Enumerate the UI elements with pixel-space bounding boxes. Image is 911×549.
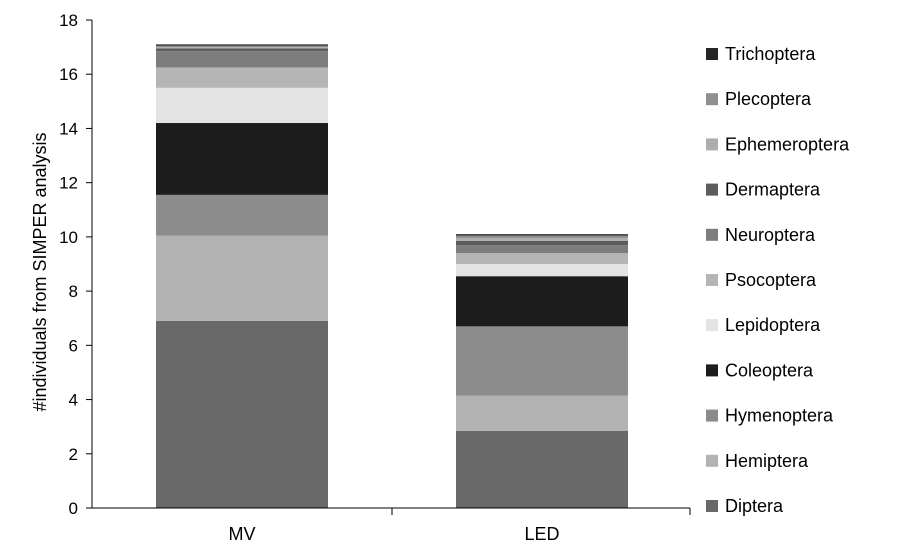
legend-label: Diptera xyxy=(725,496,784,516)
y-tick-label: 12 xyxy=(59,174,78,193)
y-ticks-layer: 0 2 4 6 8 10 12 14 16 18 xyxy=(59,11,92,518)
legend-item: Psocoptera xyxy=(706,270,817,290)
legend-label: Neuroptera xyxy=(725,225,816,245)
bar-segment-neuroptera-mv xyxy=(156,51,328,68)
legend-swatch xyxy=(706,319,718,332)
bar-segment-neuroptera-led xyxy=(456,245,628,254)
legend-label: Psocoptera xyxy=(725,270,817,290)
y-tick-label: 0 xyxy=(69,499,78,518)
y-tick-label: 18 xyxy=(59,11,78,30)
bar-segment-diptera-led xyxy=(456,430,628,508)
bar-segment-ephemeroptera-mv xyxy=(156,47,328,49)
legend-swatch xyxy=(706,454,718,467)
legend-label: Coleoptera xyxy=(725,360,814,380)
legend-label: Ephemeroptera xyxy=(725,134,850,154)
legend-item: Plecoptera xyxy=(706,89,812,109)
bar-segment-psocoptera-mv xyxy=(156,67,328,88)
bars-layer xyxy=(156,44,628,508)
legend-swatch xyxy=(706,93,718,106)
y-tick-label: 16 xyxy=(59,65,78,84)
legend-item: Neuroptera xyxy=(706,225,816,245)
legend-swatch xyxy=(706,364,718,377)
y-tick-label: 4 xyxy=(69,391,78,410)
legend-swatch xyxy=(706,183,718,196)
bar-segment-plecoptera-led xyxy=(456,235,628,239)
y-tick-label: 14 xyxy=(59,119,78,138)
bar-segment-hemiptera-led xyxy=(456,395,628,431)
x-category-label: LED xyxy=(524,524,559,544)
x-categories-layer: MV LED xyxy=(229,524,560,544)
legend-item: Coleoptera xyxy=(706,360,814,380)
x-category-label: MV xyxy=(229,524,256,544)
legend-swatch xyxy=(706,228,718,241)
y-tick-label: 6 xyxy=(69,336,78,355)
legend-item: Dermaptera xyxy=(706,180,821,200)
bar-segment-lepidoptera-mv xyxy=(156,87,328,124)
bar-segment-coleoptera-mv xyxy=(156,123,328,195)
legend-swatch xyxy=(706,48,718,60)
y-tick-label: 10 xyxy=(59,228,78,247)
legend-label: Hymenoptera xyxy=(725,406,834,426)
legend-swatch xyxy=(706,409,718,422)
legend-swatch xyxy=(706,500,718,512)
bar-segment-psocoptera-led xyxy=(456,253,628,264)
bar-segment-lepidoptera-led xyxy=(456,264,628,277)
bar-segment-hymenoptera-led xyxy=(456,326,628,396)
legend-label: Trichoptera xyxy=(725,44,816,64)
legend-item: Trichoptera xyxy=(706,44,816,64)
bar-segment-hemiptera-mv xyxy=(156,235,328,321)
legend-swatch xyxy=(706,138,718,151)
bar-segment-trichoptera-led xyxy=(456,234,628,236)
y-tick-label: 2 xyxy=(69,445,78,464)
legend-label: Dermaptera xyxy=(725,180,821,200)
legend-label: Hemiptera xyxy=(725,451,809,471)
legend-label: Lepidoptera xyxy=(725,315,821,335)
bar-segment-plecoptera-mv xyxy=(156,45,328,48)
legend-item: Ephemeroptera xyxy=(706,134,850,154)
legend-item: Hymenoptera xyxy=(706,406,834,426)
legend-item: Hemiptera xyxy=(706,451,809,471)
legend: Trichoptera Plecoptera Ephemeroptera Dermap… xyxy=(706,44,850,516)
legend-swatch xyxy=(706,274,718,286)
bar-segment-ephemeroptera-led xyxy=(456,238,628,241)
axes-layer xyxy=(91,20,691,515)
bar-segment-dermaptera-mv xyxy=(156,48,328,52)
bar-segment-coleoptera-led xyxy=(456,276,628,327)
legend-item: Diptera xyxy=(706,496,784,516)
legend-label: Plecoptera xyxy=(725,89,812,109)
bar-segment-diptera-mv xyxy=(156,320,328,508)
bar-segment-trichoptera-mv xyxy=(156,44,328,46)
y-tick-label: 8 xyxy=(69,282,78,301)
legend-item: Lepidoptera xyxy=(706,315,821,335)
bar-segment-dermaptera-led xyxy=(456,240,628,246)
bar-segment-hymenoptera-mv xyxy=(156,194,328,236)
y-axis-title: #individuals from SIMPER analysis xyxy=(30,132,50,411)
